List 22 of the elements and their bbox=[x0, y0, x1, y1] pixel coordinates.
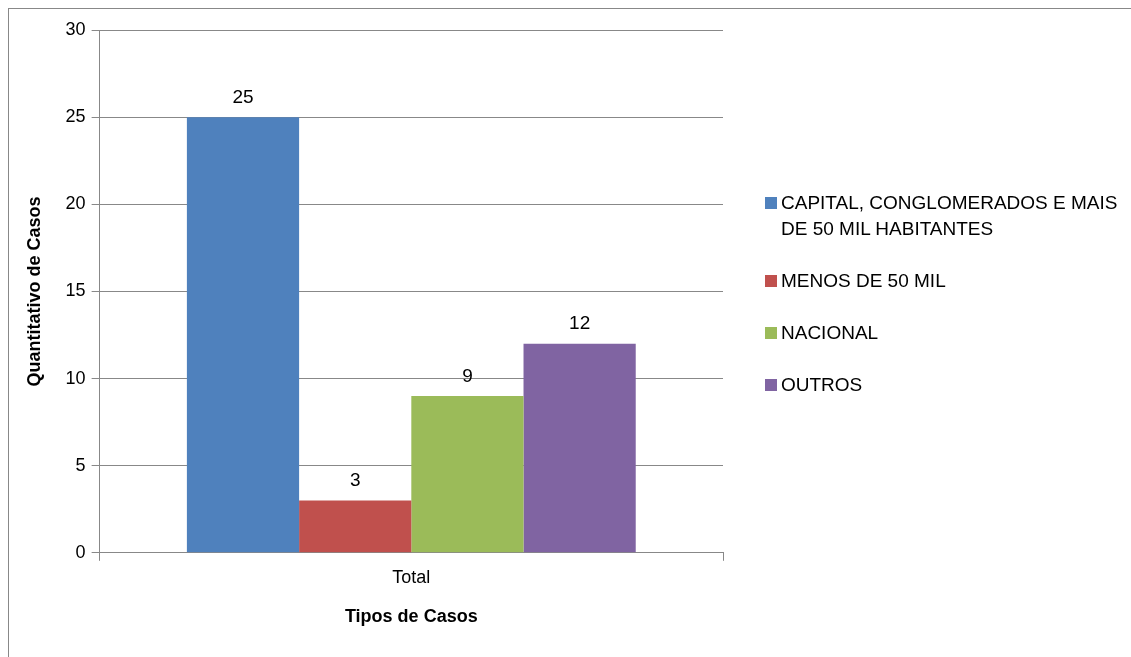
y-tick-label: 30 bbox=[65, 18, 86, 39]
x-tick-label: Total bbox=[392, 566, 431, 587]
data-label: 12 bbox=[569, 312, 591, 334]
y-tick-label: 0 bbox=[75, 541, 86, 562]
y-tick-label: 25 bbox=[65, 106, 86, 127]
x-axis-title: Tipos de Casos bbox=[344, 606, 478, 627]
y-tick-label: 10 bbox=[65, 367, 86, 388]
legend-label: CAPITAL, CONGLOMERADOS E MAIS DE 50 MIL HABITANTES bbox=[781, 191, 1119, 241]
y-tick-label: 20 bbox=[65, 193, 86, 214]
bar bbox=[411, 395, 524, 553]
bar bbox=[523, 343, 636, 553]
legend-label: MENOS DE 50 MIL bbox=[781, 269, 946, 293]
data-label: 9 bbox=[462, 364, 473, 386]
data-label: 3 bbox=[349, 469, 361, 491]
data-label: 25 bbox=[232, 85, 254, 107]
bar bbox=[186, 117, 300, 553]
bar bbox=[299, 500, 412, 553]
y-tick-label: 15 bbox=[65, 280, 86, 301]
y-axis-title: Quantitativo de Casos bbox=[23, 196, 44, 387]
y-tick-label: 5 bbox=[75, 454, 86, 475]
legend-label: NACIONAL bbox=[781, 321, 879, 345]
legend-label: OUTROS bbox=[781, 373, 863, 397]
